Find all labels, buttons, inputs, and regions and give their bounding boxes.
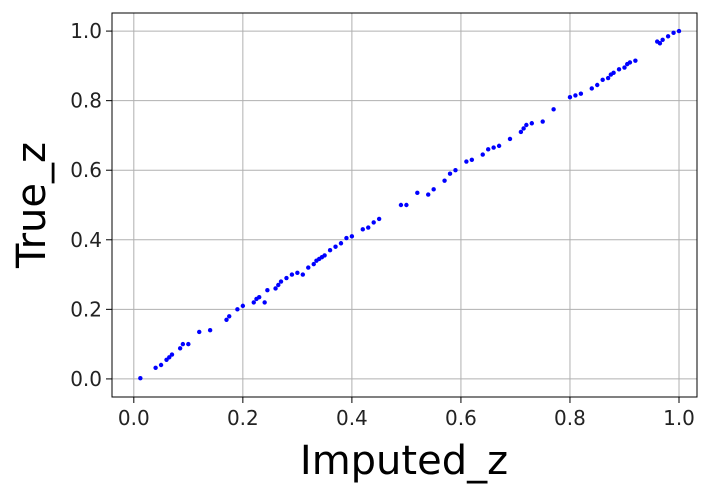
x-axis-label: Imputed_z [300,438,508,484]
point [376,216,382,222]
point [622,65,627,70]
point [227,314,232,319]
point [366,225,371,230]
y-tick-label: 1.0 [70,19,102,43]
point [529,121,535,126]
point [257,294,262,300]
point [180,341,186,347]
point [167,355,172,360]
point [657,41,663,46]
point [306,265,311,270]
point [327,248,333,253]
point [524,122,529,128]
y-tick-label: 0.8 [70,89,102,113]
x-tick-label: 1.0 [663,406,695,430]
point [177,346,183,351]
point [360,227,365,232]
y-axis-label: True_z [9,142,55,269]
point [507,136,513,142]
point [224,317,229,322]
point [295,270,300,276]
point [540,119,545,124]
point [404,202,409,208]
point [276,282,281,288]
point [589,86,594,91]
point [469,157,475,162]
plot-frame [111,12,698,398]
point [491,145,496,150]
point [518,129,524,135]
point [398,202,404,208]
point [311,261,316,267]
x-tick-label: 0.6 [445,406,477,430]
point [551,107,556,112]
point [480,152,485,157]
point [322,253,327,258]
point [442,178,447,183]
point [627,60,633,65]
x-tick-label: 0.2 [227,406,259,430]
point [464,159,469,164]
point [240,303,246,309]
point [633,58,638,63]
point [333,244,338,249]
point [371,220,376,225]
point [676,28,682,34]
point [207,328,213,333]
point [616,67,622,72]
point [278,279,284,284]
point [660,37,665,42]
point [605,75,611,81]
point [338,241,344,246]
point [186,341,191,347]
point [235,307,240,312]
point [573,93,578,98]
point [153,365,158,370]
point [665,34,671,39]
point [485,147,491,152]
point [567,94,573,100]
y-tick-label: 0.2 [70,297,102,321]
point [289,272,295,277]
y-tick-label: 0.4 [70,228,102,252]
point [600,77,605,82]
point [415,190,420,196]
point [349,234,355,239]
point [595,82,600,88]
point [251,300,256,305]
point [578,91,584,96]
point [158,362,164,368]
y-tick-label: 0.6 [70,158,102,182]
point [138,376,143,381]
point [426,192,431,197]
point [496,143,502,149]
x-tick-label: 0.4 [336,406,368,430]
point [431,187,436,192]
point [344,235,349,241]
point [300,272,306,277]
point [611,70,616,76]
point [284,275,289,281]
x-tick-label: 0.8 [554,406,586,430]
point [169,352,175,357]
x-tick-label: 0.0 [118,406,150,430]
point [273,286,278,291]
point [521,126,526,131]
point [265,288,270,293]
point [262,300,267,305]
point [453,168,458,173]
point [447,171,453,176]
point [197,329,202,335]
point [671,30,676,36]
y-tick-label: 0.0 [70,367,102,391]
